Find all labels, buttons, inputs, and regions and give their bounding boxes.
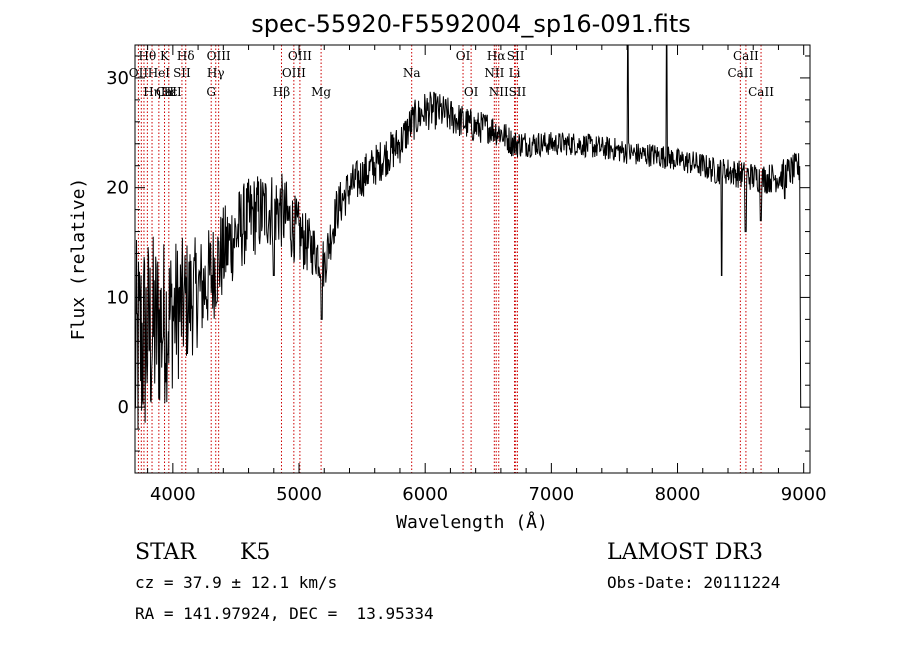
line-label: Li: [509, 66, 521, 80]
y-tick-label: 10: [106, 287, 129, 308]
line-label: Hθ: [139, 49, 157, 63]
line-label: OI: [456, 49, 471, 63]
spectrum-series: [135, 45, 802, 430]
axis-ticks: 4000 5000 6000 7000 8000 9000 0 10 20 30: [106, 45, 827, 505]
x-tick-label: 9000: [781, 484, 827, 505]
line-label: SII: [173, 66, 191, 80]
object-subclass: K5: [240, 540, 270, 565]
line-label: CaII: [733, 49, 759, 63]
x-tick-label: 8000: [655, 484, 701, 505]
line-label: Hη: [143, 85, 161, 99]
line-label: Hε: [161, 85, 178, 99]
line-label: K: [160, 49, 170, 63]
line-label: CaII: [156, 85, 182, 99]
line-label: H: [164, 85, 174, 99]
line-label: SII: [507, 49, 525, 63]
chart-title: spec-55920-F5592004_sp16-091.fits: [251, 10, 690, 38]
redshift-text: cz = 37.9 ± 12.1 km/s: [135, 573, 337, 592]
line-label: G: [206, 85, 216, 99]
line-label: OIII: [207, 49, 231, 63]
x-tick-label: 6000: [402, 484, 448, 505]
spectrum-line: [135, 45, 802, 430]
line-label: Mg: [311, 85, 331, 99]
x-tick-label: 5000: [276, 484, 322, 505]
y-tick-label: 20: [106, 178, 129, 199]
line-label: OIII: [282, 66, 306, 80]
y-tick-label: 0: [118, 397, 129, 418]
obs-date-text: Obs-Date: 20111224: [607, 573, 780, 592]
line-label: NII: [489, 85, 509, 99]
line-label: CaII: [727, 66, 753, 80]
y-axis-label: Flux (relative): [68, 178, 89, 341]
line-label: Hα: [487, 49, 506, 63]
line-label: Hδ: [177, 49, 195, 63]
coordinates-text: RA = 141.97924, DEC = 13.95334: [135, 604, 434, 623]
line-label: Na: [403, 66, 421, 80]
line-label: NII: [484, 66, 504, 80]
line-label: Hβ: [273, 85, 290, 99]
line-label: OI: [464, 85, 479, 99]
y-tick-label: 30: [106, 68, 129, 89]
line-label: OII: [129, 66, 149, 80]
line-label: HeI: [148, 66, 171, 80]
survey-name: LAMOST DR3: [607, 540, 763, 565]
line-label: CaII: [748, 85, 774, 99]
object-class: STAR: [135, 540, 197, 565]
x-tick-label: 4000: [150, 484, 196, 505]
plot-frame: [134, 44, 811, 474]
line-label: Hγ: [207, 66, 225, 80]
line-label: OIII: [288, 49, 312, 63]
x-axis-label: Wavelength (Å): [396, 511, 548, 533]
x-tick-label: 7000: [528, 484, 574, 505]
line-label: SII: [509, 85, 527, 99]
